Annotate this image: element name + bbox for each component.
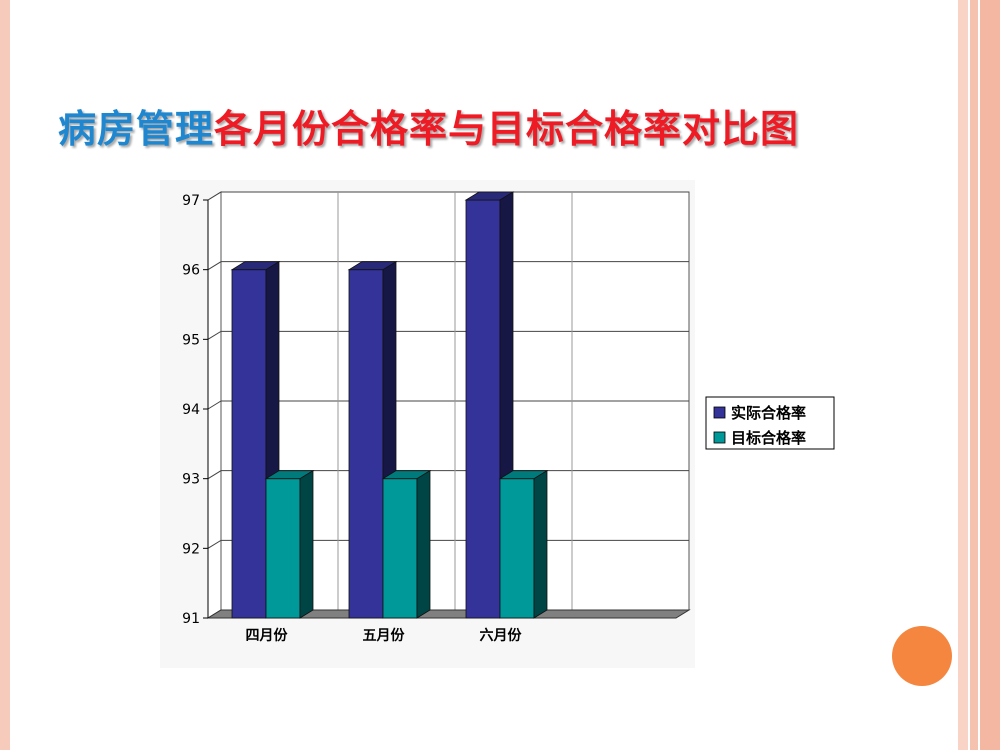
bar-front [500, 479, 534, 618]
decorative-circle [892, 626, 952, 686]
y-tick-label: 91 [182, 611, 200, 627]
y-tick-label: 95 [182, 332, 200, 348]
legend-label: 目标合格率 [731, 429, 806, 447]
bar-front [383, 479, 417, 618]
y-tick-label: 93 [182, 472, 200, 488]
legend-swatch [714, 432, 725, 443]
bar-side [300, 471, 313, 618]
bar-side [534, 471, 547, 618]
y-tick-label: 97 [182, 193, 200, 209]
legend-swatch [714, 407, 725, 418]
x-tick-label: 五月份 [363, 627, 406, 644]
y-tick-label: 92 [182, 541, 200, 557]
legend-label: 实际合格率 [731, 404, 806, 422]
bar-front [466, 200, 500, 618]
bar-front [349, 270, 383, 618]
bar-front [266, 479, 300, 618]
bar-side [417, 471, 430, 618]
x-tick-label: 六月份 [480, 627, 523, 644]
y-tick-label: 94 [182, 402, 200, 418]
bar-front [232, 270, 266, 618]
y-tick-label: 96 [182, 263, 200, 279]
x-tick-label: 四月份 [246, 627, 289, 644]
